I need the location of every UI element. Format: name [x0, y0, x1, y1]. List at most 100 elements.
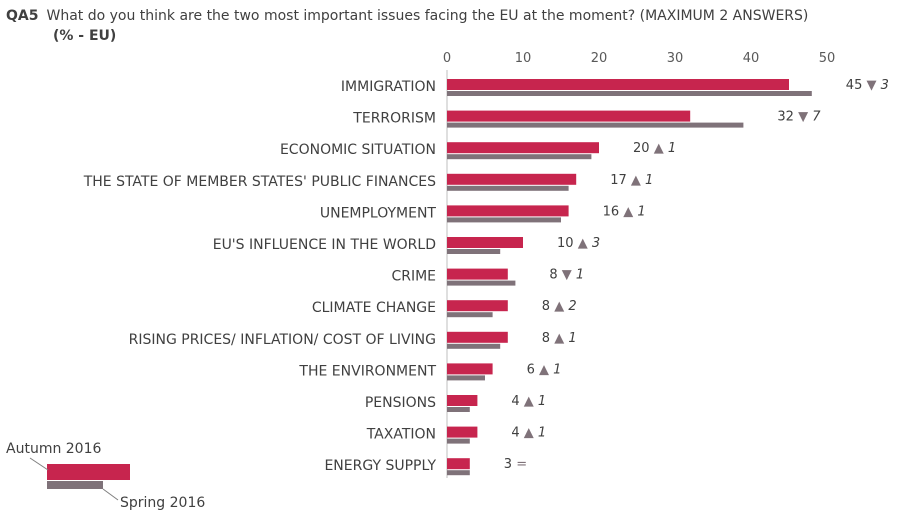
legend-swatch-spring-2016 [47, 481, 103, 489]
data-label-change: 3 [588, 236, 600, 251]
data-label: 4 ▲ 1 [511, 394, 546, 409]
bar-spring-2016 [447, 280, 516, 286]
x-tick-label: 30 [667, 51, 684, 66]
up-arrow-icon: ▲ [539, 362, 549, 377]
x-tick-label: 20 [591, 51, 608, 66]
bar-spring-2016 [447, 343, 501, 349]
up-arrow-icon: ▲ [554, 331, 564, 346]
bar-spring-2016 [447, 154, 592, 160]
down-arrow-icon: ▼ [798, 110, 808, 125]
bar-spring-2016 [447, 312, 493, 318]
x-tick-label: 40 [743, 51, 760, 66]
category-label: IMMIGRATION [341, 79, 436, 95]
bar-spring-2016 [447, 249, 501, 254]
data-label: 16 ▲ 1 [603, 204, 646, 219]
data-label-value: 4 [511, 394, 523, 409]
up-arrow-icon: ▲ [554, 299, 564, 314]
data-label-change: 1 [664, 141, 676, 156]
x-tick-label: 10 [515, 51, 532, 66]
bar-autumn-2016 [447, 205, 569, 217]
data-label-value: 8 [549, 268, 561, 283]
data-label: 32 ▼ 7 [777, 110, 821, 125]
data-label-change: 1 [534, 394, 546, 409]
bar-autumn-2016 [447, 110, 691, 122]
data-label-value: 6 [527, 362, 539, 377]
chart-title: QA5 What do you think are the two most im… [6, 6, 906, 26]
data-label-value: 20 [633, 141, 654, 156]
data-label-change: 1 [534, 426, 546, 441]
data-label-value: 4 [511, 426, 523, 441]
legend-leader-autumn [29, 457, 49, 471]
data-label: 8 ▲ 1 [542, 331, 577, 346]
question-code: QA5 [6, 8, 39, 24]
bar-autumn-2016 [447, 173, 577, 185]
category-label: CRIME [391, 269, 436, 285]
up-arrow-icon: ▲ [654, 141, 664, 156]
data-label-change: 2 [564, 299, 576, 314]
data-label: 20 ▲ 1 [633, 141, 676, 156]
category-label: UNEMPLOYMENT [320, 205, 437, 221]
data-label: 8 ▼ 1 [549, 268, 584, 283]
down-arrow-icon: ▼ [866, 78, 876, 93]
category-label: CLIMATE CHANGE [312, 300, 436, 316]
category-label: THE STATE OF MEMBER STATES' PUBLIC FINAN… [83, 174, 436, 190]
category-label: THE ENVIRONMENT [298, 363, 436, 379]
bar-autumn-2016 [447, 426, 478, 438]
data-label-change: 3 [876, 78, 888, 93]
up-arrow-icon: ▲ [524, 426, 534, 441]
equal-sign-icon: = [516, 457, 527, 472]
bar-spring-2016 [447, 407, 470, 412]
data-label-value: 17 [610, 173, 631, 188]
bar-autumn-2016 [447, 395, 478, 406]
x-tick-label: 50 [819, 51, 836, 66]
bar-autumn-2016 [447, 331, 508, 343]
category-label: RISING PRICES/ INFLATION/ COST OF LIVING [129, 332, 436, 348]
up-arrow-icon: ▲ [524, 394, 534, 409]
category-label: EU'S INFLUENCE IN THE WORLD [213, 237, 436, 253]
bar-autumn-2016 [447, 142, 599, 154]
data-label-value: 8 [542, 299, 554, 314]
up-arrow-icon: ▲ [623, 204, 633, 219]
data-label: 8 ▲ 2 [542, 299, 577, 314]
data-label-change: 7 [808, 110, 821, 125]
data-label-value: 45 [846, 78, 867, 93]
bar-spring-2016 [447, 91, 812, 96]
category-label: TERRORISM [352, 111, 436, 127]
bar-spring-2016 [447, 217, 561, 223]
bar-spring-2016 [447, 185, 569, 191]
data-label-change: 1 [633, 204, 645, 219]
down-arrow-icon: ▼ [562, 268, 572, 283]
question-text: What do you think are the two most impor… [46, 8, 809, 24]
data-label-change: 1 [564, 331, 576, 346]
data-label: 45 ▼ 3 [846, 78, 889, 93]
data-label-value: 8 [542, 331, 554, 346]
category-label: ENERGY SUPPLY [324, 458, 436, 474]
data-label: 6 ▲ 1 [527, 362, 562, 377]
bar-spring-2016 [447, 470, 470, 476]
data-label: 10 ▲ 3 [557, 236, 600, 251]
bar-spring-2016 [447, 375, 485, 381]
data-label-change: 1 [641, 173, 653, 188]
bar-autumn-2016 [447, 79, 789, 90]
chart-unit: (% - EU) [53, 28, 117, 44]
data-label: 4 ▲ 1 [511, 426, 546, 441]
bar-autumn-2016 [447, 300, 508, 312]
bar-spring-2016 [447, 438, 470, 444]
data-label-value: 10 [557, 236, 578, 251]
category-label: TAXATION [366, 427, 436, 443]
x-tick-label: 0 [443, 51, 451, 66]
category-label: ECONOMIC SITUATION [280, 142, 436, 158]
legend-label-autumn-2016: Autumn 2016 [6, 441, 101, 457]
up-arrow-icon: ▲ [631, 173, 641, 188]
data-label-change: 1 [549, 362, 561, 377]
bar-autumn-2016 [447, 268, 508, 280]
legend-label-spring-2016: Spring 2016 [120, 495, 205, 511]
data-label-value: 16 [603, 204, 624, 219]
bar-autumn-2016 [447, 363, 493, 375]
bar-spring-2016 [447, 122, 744, 128]
data-label-value: 3 [504, 457, 516, 472]
legend-leader-spring [102, 488, 119, 501]
legend-swatch-autumn-2016 [47, 464, 130, 480]
data-label-value: 32 [777, 110, 798, 125]
